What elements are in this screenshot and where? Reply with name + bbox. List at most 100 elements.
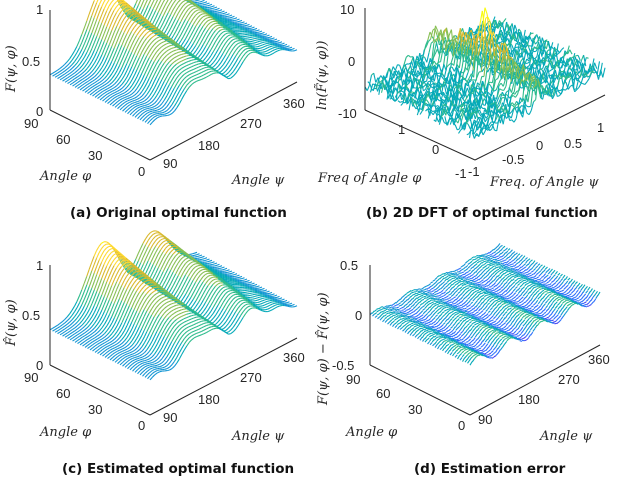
surface-line bbox=[190, 5, 194, 8]
surface-line bbox=[195, 34, 199, 40]
surface-line bbox=[138, 13, 142, 16]
surface-line bbox=[102, 95, 106, 99]
surface-line bbox=[136, 57, 140, 64]
surface-line bbox=[438, 61, 441, 63]
surface-line bbox=[69, 71, 73, 74]
surface-line bbox=[190, 1, 193, 4]
surface-line bbox=[74, 79, 78, 82]
xtick-a-0: 90 bbox=[163, 156, 177, 171]
surface-line bbox=[264, 42, 268, 45]
surface-line bbox=[139, 101, 143, 104]
surface-line bbox=[74, 76, 78, 80]
surface-line bbox=[465, 82, 469, 84]
surface-line bbox=[170, 9, 174, 15]
surface-line bbox=[101, 16, 105, 24]
surface-line bbox=[94, 77, 98, 81]
surface-line bbox=[98, 22, 103, 30]
ztick-a-1: 0.5 bbox=[22, 54, 40, 69]
surface-line bbox=[109, 78, 113, 82]
surface-line bbox=[177, 0, 181, 3]
surface-line bbox=[118, 5, 122, 10]
surface-line bbox=[519, 52, 522, 55]
surface-line bbox=[121, 32, 125, 39]
surface-line bbox=[111, 24, 115, 31]
surface-line bbox=[378, 81, 381, 84]
surface-line bbox=[234, 19, 238, 22]
surface-line bbox=[84, 72, 88, 76]
surface-line bbox=[142, 10, 147, 17]
surface-line bbox=[220, 23, 224, 26]
surface-line bbox=[84, 52, 88, 58]
surface-line bbox=[57, 68, 61, 71]
surface-line bbox=[146, 51, 150, 57]
surface-line bbox=[82, 80, 86, 83]
surface-line bbox=[93, 2, 98, 10]
surface-line bbox=[66, 72, 71, 76]
surface-line bbox=[67, 81, 71, 85]
surface-line bbox=[195, 22, 199, 27]
surface-line bbox=[172, 31, 177, 37]
surface-line bbox=[157, 20, 162, 27]
surface-line bbox=[167, 21, 172, 27]
surface-line bbox=[221, 12, 225, 15]
surface-line bbox=[148, 59, 153, 65]
surface-line bbox=[173, 49, 177, 52]
surface-line bbox=[106, 71, 110, 76]
surface-line bbox=[180, 30, 184, 36]
surface-line bbox=[111, 39, 115, 47]
surface-line bbox=[170, 22, 174, 29]
surface-line bbox=[83, 20, 88, 29]
surface-line bbox=[91, 79, 96, 82]
surface-line bbox=[247, 45, 251, 48]
surface-line bbox=[121, 39, 125, 46]
surface-line bbox=[91, 49, 95, 56]
surface-line bbox=[190, 0, 194, 3]
surface-line bbox=[143, 22, 147, 24]
surface-line bbox=[126, 78, 130, 83]
surface-line bbox=[116, 77, 120, 82]
surface-line bbox=[106, 36, 110, 44]
surface-line bbox=[96, 70, 100, 75]
surface-line bbox=[64, 77, 68, 80]
surface-line bbox=[128, 73, 133, 79]
surface-line bbox=[114, 101, 118, 105]
surface-line bbox=[116, 0, 120, 3]
surface-line bbox=[197, 11, 201, 14]
surface-line bbox=[114, 93, 118, 96]
surface-line bbox=[259, 40, 263, 42]
surface-a bbox=[49, 0, 298, 126]
surface-line bbox=[94, 86, 98, 89]
surface-line bbox=[150, 8, 154, 15]
surface-line bbox=[158, 29, 162, 32]
surface-line bbox=[89, 80, 93, 84]
surface-line bbox=[131, 61, 135, 68]
surface-line bbox=[123, 15, 127, 20]
surface-line bbox=[89, 66, 93, 71]
surface-line bbox=[126, 50, 130, 57]
surface-line bbox=[113, 1, 117, 5]
surface-line bbox=[52, 74, 56, 77]
surface-line bbox=[190, 24, 194, 30]
surface-line bbox=[76, 71, 81, 75]
surface-line bbox=[186, 50, 189, 53]
surface-line bbox=[117, 99, 121, 103]
surface-line bbox=[66, 62, 71, 67]
surface-line bbox=[156, 44, 160, 48]
surface-line bbox=[157, 0, 162, 6]
surface-line bbox=[202, 27, 207, 33]
surface-line bbox=[151, 49, 155, 54]
surface-line bbox=[226, 15, 230, 18]
surface-line bbox=[103, 18, 108, 26]
surface-line bbox=[148, 53, 153, 59]
surface-line bbox=[104, 57, 108, 64]
surface-line bbox=[141, 53, 145, 60]
surface-line bbox=[131, 81, 135, 86]
surface-line bbox=[158, 42, 162, 46]
surface-line bbox=[172, 0, 176, 5]
surface-line bbox=[76, 68, 81, 72]
surface-line bbox=[249, 25, 253, 28]
surface-line bbox=[102, 87, 106, 90]
surface-line bbox=[192, 32, 197, 38]
surface-line bbox=[102, 92, 106, 96]
